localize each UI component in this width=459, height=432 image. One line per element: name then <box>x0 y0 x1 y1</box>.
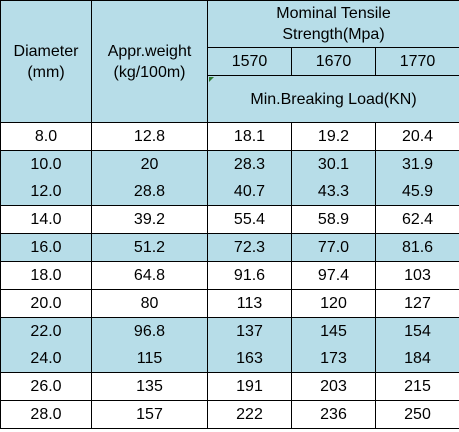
diameter-cell: 16.0 <box>0 233 92 262</box>
diameter-unit: (mm) <box>27 63 65 81</box>
diameter-cell: 14.0 <box>0 205 92 234</box>
load-1770-cell: 20.4 <box>374 122 459 151</box>
diameter-cell: 22.0 <box>0 317 92 345</box>
table-row: 18.0 64.8 91.6 97.4 103 <box>0 261 459 290</box>
tensile-label-line2: Strength(Mpa) <box>282 26 385 43</box>
load-1670-cell: 145 <box>291 317 376 345</box>
weight-cell: 64.8 <box>91 261 208 290</box>
load-1770-cell: 154 <box>374 317 459 345</box>
diameter-label: Diameter <box>13 42 79 60</box>
min-breaking-load-label: Min.Breaking Load(KN) <box>250 90 417 108</box>
table-row: 14.0 39.2 55.4 58.9 62.4 <box>0 205 459 234</box>
diameter-header: Diameter (mm) <box>0 0 92 123</box>
weight-cell: 115 <box>91 345 208 373</box>
weight-header: Appr.weight (kg/100m) <box>91 0 208 123</box>
load-1570-cell: 222 <box>207 400 292 429</box>
load-1770-cell: 103 <box>374 261 459 290</box>
table-row: 10.0 20 28.3 30.1 31.9 <box>0 150 459 178</box>
weight-cell: 80 <box>91 289 208 318</box>
load-1570-cell: 18.1 <box>207 122 292 151</box>
load-1770-cell: 250 <box>374 400 459 429</box>
load-1570-cell: 91.6 <box>207 261 292 290</box>
weight-cell: 51.2 <box>91 233 208 262</box>
load-1570-cell: 55.4 <box>207 205 292 234</box>
load-1670-cell: 203 <box>291 372 376 401</box>
table-row: 28.0 157 222 236 250 <box>0 400 459 429</box>
load-1670-cell: 19.2 <box>291 122 376 151</box>
cell-marker-icon <box>209 77 214 82</box>
table-row: 20.0 80 113 120 127 <box>0 289 459 318</box>
load-1770-cell: 81.6 <box>374 233 459 262</box>
grade-1770-header: 1770 <box>374 47 459 76</box>
tensile-label-line1: Mominal Tensile <box>276 5 391 22</box>
load-1670-cell: 236 <box>291 400 376 429</box>
diameter-cell: 28.0 <box>0 400 92 429</box>
load-1670-cell: 43.3 <box>291 178 376 206</box>
load-1770-cell: 184 <box>374 345 459 373</box>
weight-cell: 96.8 <box>91 317 208 345</box>
weight-label: Appr.weight <box>107 42 192 60</box>
grade-1670-header: 1670 <box>291 47 376 76</box>
load-1570-cell: 113 <box>207 289 292 318</box>
load-1770-cell: 45.9 <box>374 178 459 206</box>
load-1570-cell: 163 <box>207 345 292 373</box>
load-1570-cell: 28.3 <box>207 150 292 178</box>
load-1770-cell: 31.9 <box>374 150 459 178</box>
weight-cell: 28.8 <box>91 178 208 206</box>
load-1570-cell: 191 <box>207 372 292 401</box>
load-1770-cell: 127 <box>374 289 459 318</box>
load-1670-cell: 30.1 <box>291 150 376 178</box>
table-row: 24.0 115 163 173 184 <box>0 345 459 373</box>
table-row: 12.0 28.8 40.7 43.3 45.9 <box>0 178 459 206</box>
diameter-cell: 10.0 <box>0 150 92 178</box>
load-1570-cell: 137 <box>207 317 292 345</box>
load-1670-cell: 77.0 <box>291 233 376 262</box>
load-1670-cell: 120 <box>291 289 376 318</box>
load-1770-cell: 62.4 <box>374 205 459 234</box>
weight-cell: 20 <box>91 150 208 178</box>
diameter-cell: 8.0 <box>0 122 92 151</box>
weight-cell: 157 <box>91 400 208 429</box>
grade-1570-header: 1570 <box>207 47 292 76</box>
weight-cell: 135 <box>91 372 208 401</box>
diameter-cell: 24.0 <box>0 345 92 373</box>
load-1770-cell: 215 <box>374 372 459 401</box>
diameter-cell: 12.0 <box>0 178 92 206</box>
table-row: 26.0 135 191 203 215 <box>0 372 459 401</box>
table-row: 8.0 12.8 18.1 19.2 20.4 <box>0 122 459 151</box>
load-1570-cell: 40.7 <box>207 178 292 206</box>
tensile-strength-header: Mominal Tensile Strength(Mpa) <box>206 0 459 48</box>
diameter-cell: 18.0 <box>0 261 92 290</box>
load-1670-cell: 58.9 <box>291 205 376 234</box>
table-row: 22.0 96.8 137 145 154 <box>0 317 459 345</box>
diameter-cell: 20.0 <box>0 289 92 318</box>
load-1670-cell: 173 <box>291 345 376 373</box>
min-breaking-load-header: Min.Breaking Load(KN) <box>206 75 459 123</box>
weight-cell: 39.2 <box>91 205 208 234</box>
diameter-cell: 26.0 <box>0 372 92 401</box>
load-1570-cell: 72.3 <box>207 233 292 262</box>
weight-cell: 12.8 <box>91 122 208 151</box>
table-row: 16.0 51.2 72.3 77.0 81.6 <box>0 233 459 262</box>
load-1670-cell: 97.4 <box>291 261 376 290</box>
weight-unit: (kg/100m) <box>113 63 186 81</box>
